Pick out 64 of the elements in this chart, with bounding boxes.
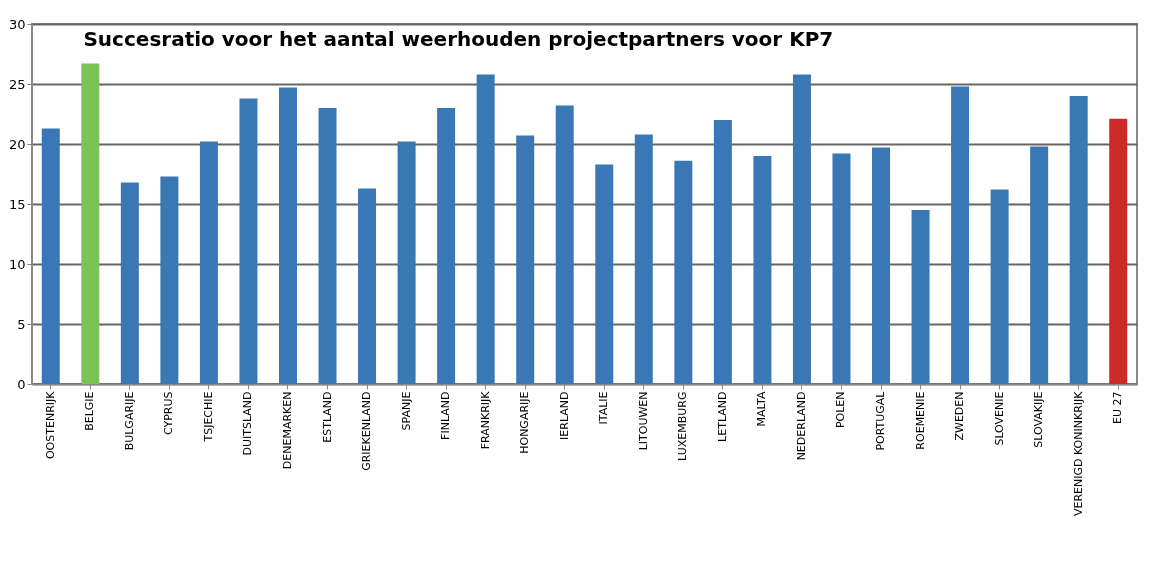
- x-tick-label: OOSTENRIJK: [43, 390, 57, 460]
- y-tick-label: 30: [8, 16, 26, 32]
- bar: [634, 134, 653, 384]
- bar: [555, 105, 574, 384]
- x-tick-label: EU 27: [1111, 391, 1125, 424]
- x-tick-label: DENEMARKEN: [280, 391, 294, 470]
- bar: [41, 128, 60, 384]
- x-tick-label: POLEN: [834, 391, 848, 429]
- bar: [832, 153, 851, 384]
- y-tick-label: 10: [8, 256, 26, 272]
- bar: [872, 147, 891, 384]
- bar: [516, 135, 535, 384]
- x-tick-label: BULGARIJE: [122, 391, 136, 451]
- bar: [160, 176, 179, 384]
- bar: [318, 108, 337, 384]
- bar: [951, 86, 970, 384]
- x-tick-label: LUXEMBURG: [676, 391, 690, 461]
- x-tick-label: ROEMENIE: [913, 391, 927, 450]
- x-tick-label: TSJECHIE: [201, 391, 215, 443]
- x-tick-label: CYPRUS: [162, 391, 176, 436]
- x-tick-label: FRANKRIJK: [478, 390, 492, 450]
- bar: [792, 74, 811, 384]
- bar: [595, 164, 614, 384]
- bar: [397, 141, 416, 384]
- y-tick-label: 20: [8, 136, 26, 152]
- bar: [911, 210, 930, 384]
- bar: [437, 108, 456, 384]
- bar: [990, 189, 1009, 384]
- bar: [476, 74, 495, 384]
- x-tick-label: MALTA: [755, 391, 769, 427]
- x-tick-label: ITALIE: [597, 391, 611, 425]
- x-tick-label: SLOVENIE: [992, 391, 1006, 446]
- bar: [358, 188, 377, 384]
- x-tick-label: NEDERLAND: [794, 391, 808, 461]
- bar: [199, 141, 218, 384]
- bar: [81, 63, 100, 384]
- x-tick-label: HONGARIJE: [518, 391, 532, 454]
- x-tick-label: SLOVAKIJE: [1032, 391, 1046, 448]
- bar: [753, 156, 772, 384]
- bar: [1030, 146, 1049, 384]
- y-tick-label: 25: [8, 76, 26, 92]
- bar: [1069, 96, 1088, 384]
- x-tick-label: IERLAND: [557, 391, 571, 440]
- x-tick-label: DUITSLAND: [241, 391, 255, 456]
- x-tick-label: ZWEDEN: [953, 391, 967, 441]
- x-tick-label: GRIEKENLAND: [360, 391, 374, 471]
- y-tick-label: 15: [8, 196, 26, 212]
- bar: [278, 87, 297, 384]
- bar: [120, 182, 139, 384]
- y-tick-label: 0: [17, 376, 26, 392]
- bar: [239, 98, 258, 384]
- x-tick-label: BELGIE: [83, 391, 97, 431]
- x-tick-label: SPANJE: [399, 391, 413, 431]
- bar: [1109, 118, 1128, 384]
- bar: [713, 120, 732, 384]
- chart-title: Succesratio voor het aantal weerhouden projectpartners voor KP7: [83, 27, 834, 51]
- x-tick-label: LITOUWEN: [636, 391, 650, 451]
- x-tick-label: ESTLAND: [320, 391, 334, 443]
- x-tick-label: FINLAND: [439, 391, 453, 440]
- y-tick-label: 5: [17, 316, 26, 332]
- bar: [674, 160, 693, 384]
- x-tick-label: VERENIGD KONINKRIJK: [1071, 390, 1085, 517]
- x-tick-label: PORTUGAL: [874, 390, 888, 451]
- x-tick-label: LETLAND: [715, 391, 729, 442]
